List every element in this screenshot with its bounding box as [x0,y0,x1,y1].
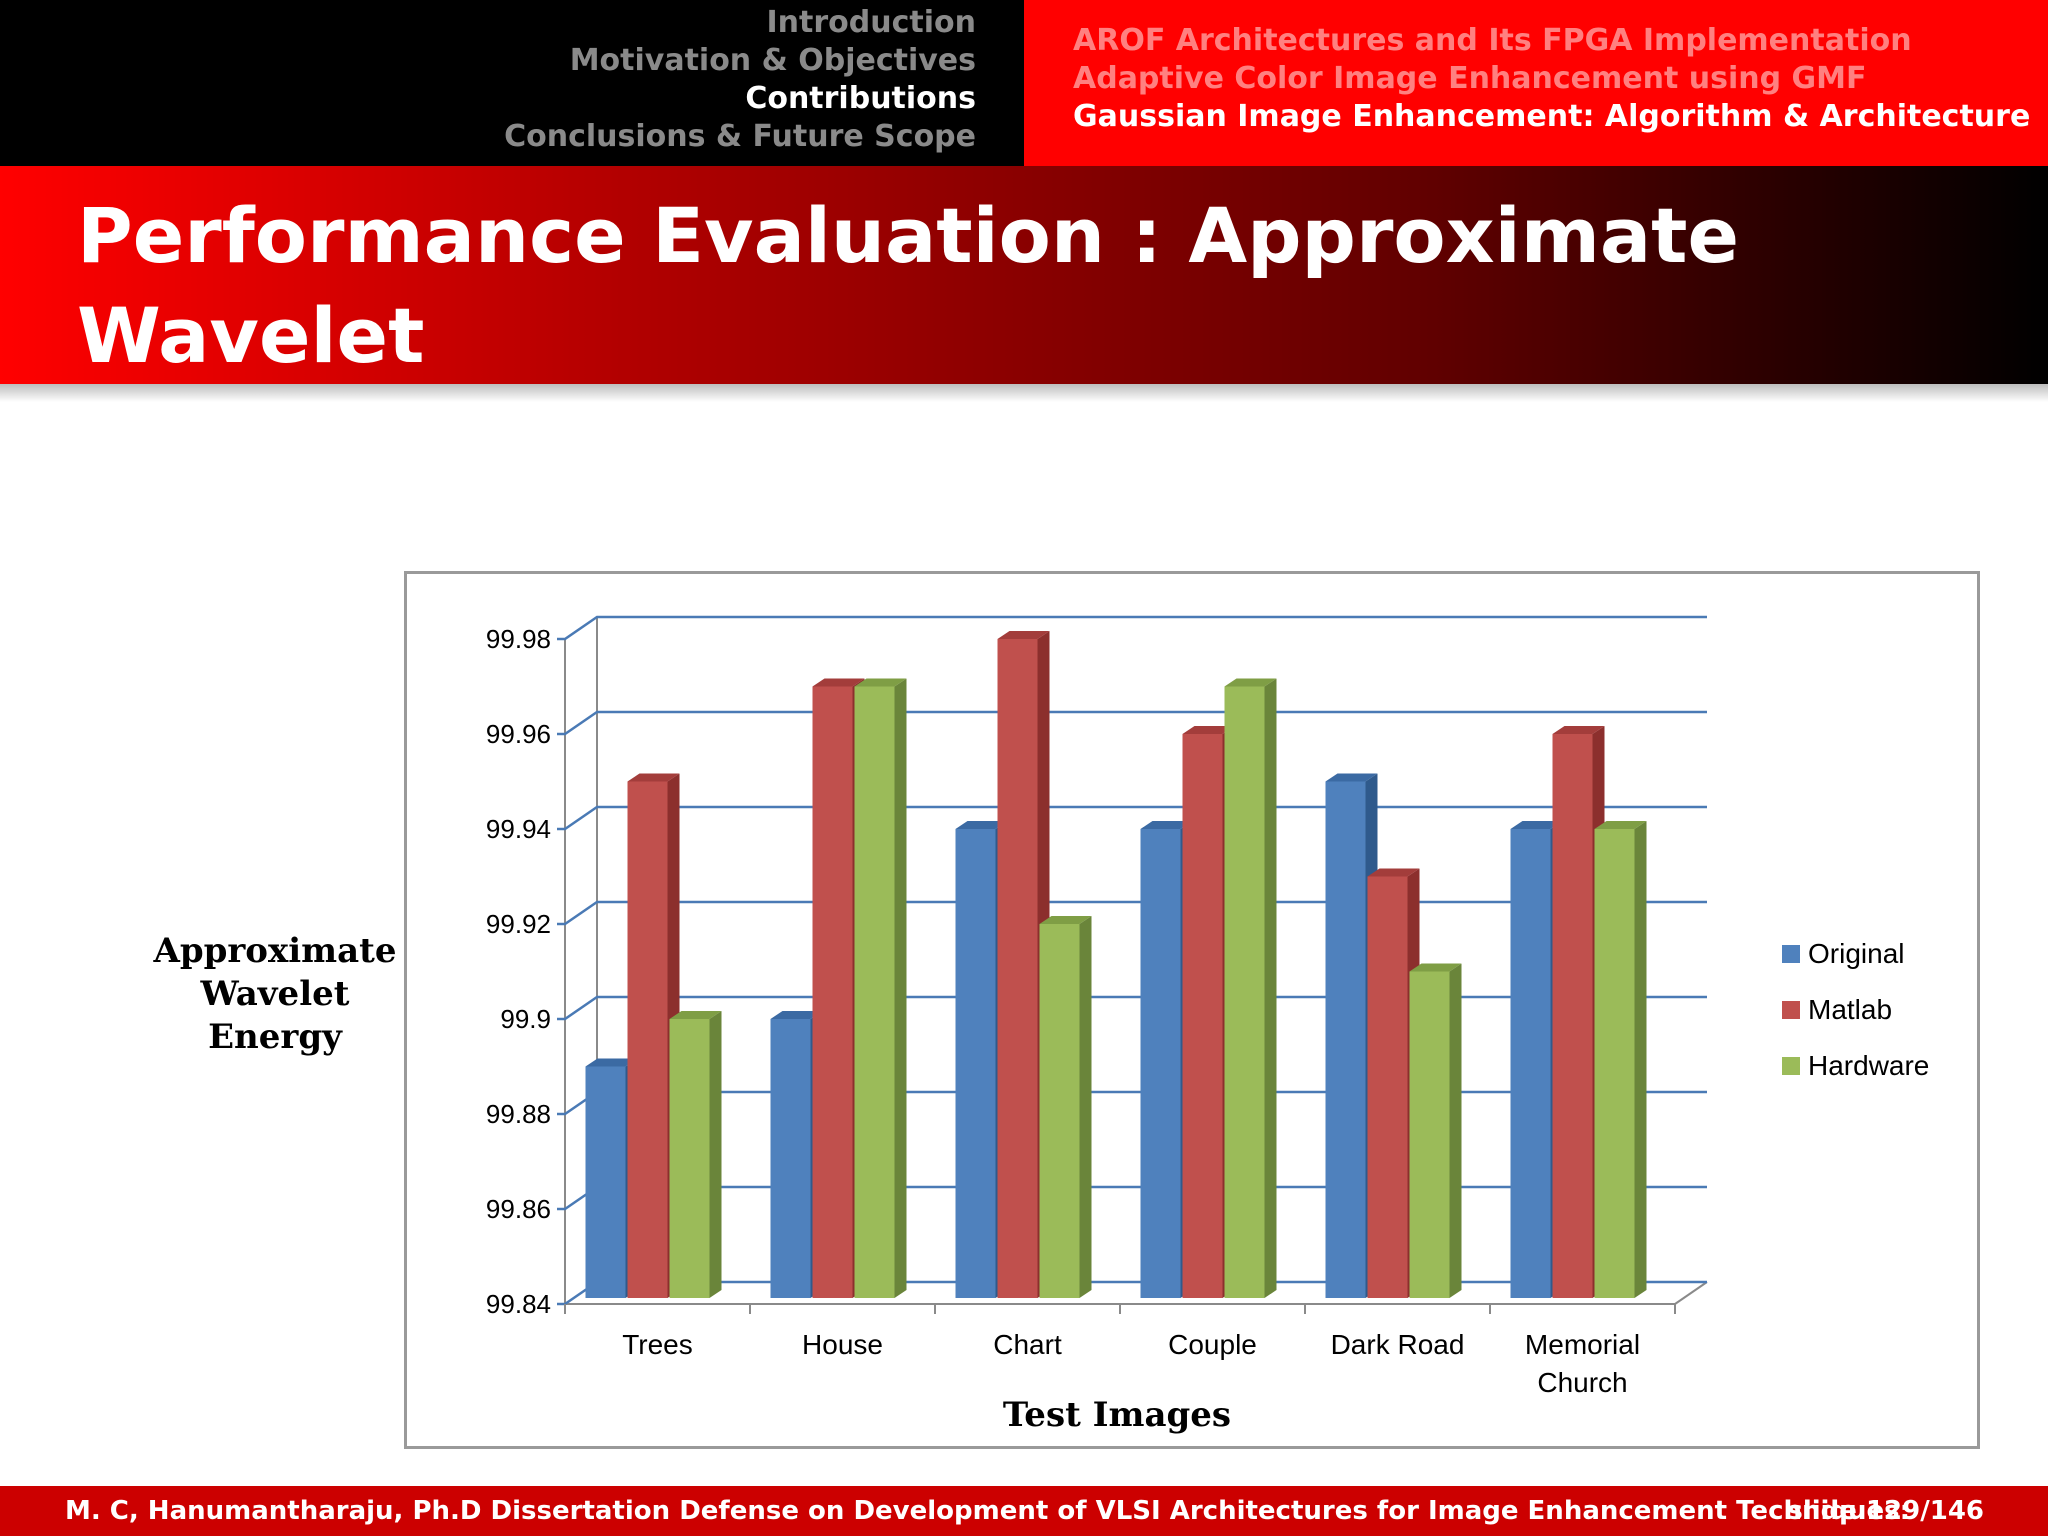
y-tick-label: 99.98 [486,624,551,654]
footer-bar: M. C, Hanumantharaju, Ph.D Dissertation … [0,1486,2048,1536]
bar-top-hardware [1039,916,1092,924]
bar-hardware [669,1019,710,1298]
gridline [557,805,1707,831]
y-tick-label: 99.86 [486,1194,551,1224]
bar-top-matlab [627,773,680,782]
bar-matlab [812,686,853,1298]
y-axis-title-line3: Energy [208,1017,342,1057]
x-tick-label: Memorial [1525,1329,1640,1360]
legend-swatch-hardware [1782,1057,1800,1075]
y-axis-title: Approximate Wavelet Energy [130,930,420,1059]
footer-citation: M. C, Hanumantharaju, Ph.D Dissertation … [65,1496,1911,1526]
y-tick-label: 99.94 [486,814,551,844]
nav-item-contributions[interactable]: Contributions [745,81,976,116]
bar-original [585,1066,626,1298]
bar-matlab [1367,876,1408,1298]
gridline [557,615,1707,641]
x-tick-label: Couple [1168,1329,1257,1360]
gridline [557,710,1707,736]
bar-original [770,1019,811,1298]
legend-swatch-matlab [1782,1001,1800,1019]
floor-right-edge [1674,1281,1708,1305]
bar-original [1140,829,1181,1298]
nav-item-adaptive-color[interactable]: Adaptive Color Image Enhancement using G… [1073,61,1867,96]
bar-side-hardware [1449,963,1462,1298]
slide-title-line1: Performance Evaluation : Approximate Wav… [77,191,1740,380]
bar-top-hardware [669,1011,722,1019]
x-tick-label: House [802,1329,883,1360]
bar-original [1325,781,1366,1298]
y-tick-label: 99.9 [500,1004,551,1034]
bar-original [1510,829,1551,1298]
nav-item-conclusions[interactable]: Conclusions & Future Scope [504,119,976,154]
nav-sections-left: Introduction Motivation & Objectives Con… [0,0,1024,166]
legend-label-matlab: Matlab [1808,994,1892,1025]
nav-subsections-right: AROF Architectures and Its FPGA Implemen… [1024,0,2048,166]
bar-side-hardware [894,678,907,1298]
x-tick-label: Church [1537,1367,1627,1398]
bar-top-hardware [1409,963,1462,972]
slide-title-line2: Energy Metric [77,391,675,480]
legend-swatch-original [1782,945,1800,963]
nav-section-list: Introduction Motivation & Objectives Con… [504,4,976,156]
y-tick-label: 99.88 [486,1099,551,1129]
nav-item-motivation[interactable]: Motivation & Objectives [569,43,976,78]
bar-hardware [1224,686,1265,1298]
nav-item-introduction[interactable]: Introduction [766,5,976,40]
bar-top-original [1510,821,1563,829]
nav-item-gaussian[interactable]: Gaussian Image Enhancement: Algorithm & … [1073,99,2031,134]
x-tick-label: Trees [622,1329,693,1360]
bar-top-original [1325,773,1378,782]
bar-top-matlab [1182,726,1235,734]
legend-label-original: Original [1808,938,1904,969]
bar-hardware [854,686,895,1298]
slide-title-bar: Performance Evaluation : Approximate Wav… [0,166,2048,480]
nav-subsection-list: AROF Architectures and Its FPGA Implemen… [1073,22,2030,136]
y-tick-label: 99.96 [486,719,551,749]
bar-top-hardware [1224,678,1277,687]
y-tick-label: 99.92 [486,909,551,939]
x-axis-title: Test Images [1003,1395,1231,1435]
bar-top-hardware [854,678,907,687]
bar-top-original [770,1011,823,1019]
bar-hardware [1409,971,1450,1298]
bar-matlab [627,781,668,1298]
legend-label-hardware: Hardware [1808,1050,1929,1081]
bar-top-hardware [1594,821,1647,829]
slide-number: slide 129/146 [1787,1496,1984,1526]
bar-top-original [955,821,1008,829]
bar-top-matlab [812,678,865,687]
bar-matlab [997,639,1038,1298]
bar-side-hardware [709,1011,722,1298]
bar-top-matlab [997,631,1050,639]
nav-item-arof[interactable]: AROF Architectures and Its FPGA Implemen… [1073,23,1912,58]
bar-top-matlab [1552,726,1605,734]
bar-side-hardware [1079,916,1092,1298]
y-axis-title-line1: Approximate [153,931,397,971]
x-tick-label: Dark Road [1331,1329,1465,1360]
x-tick-label: Chart [993,1329,1062,1360]
bar-top-original [585,1058,638,1067]
bar-top-original [1140,821,1193,829]
title-shadow [0,384,2048,402]
bar-top-matlab [1367,868,1420,877]
bar-matlab [1552,734,1593,1298]
bar-side-hardware [1264,678,1277,1298]
bar-hardware [1594,829,1635,1298]
y-tick-label: 99.84 [486,1289,551,1319]
bar-matlab [1182,734,1223,1298]
bar-original [955,829,996,1298]
bar-hardware [1039,924,1080,1298]
bar-side-hardware [1634,821,1647,1298]
slide-title: Performance Evaluation : Approximate Wav… [77,186,1977,486]
y-axis-title-line2: Wavelet [200,974,350,1014]
